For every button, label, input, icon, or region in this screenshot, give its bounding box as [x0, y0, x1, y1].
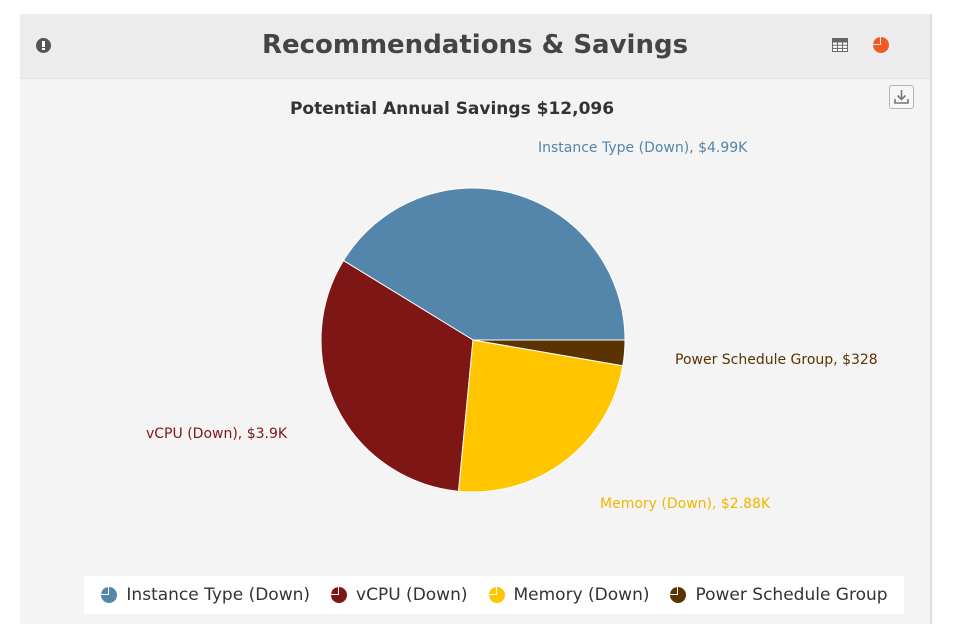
slice-data-label: Memory (Down), $2.88K — [600, 496, 771, 512]
card-title: Recommendations & Savings — [261, 30, 689, 60]
card-header: Recommendations & Savings — [20, 14, 930, 79]
slice-data-label: vCPU (Down), $3.9K — [146, 426, 288, 442]
pie-chart: Potential Annual Savings $12,096 Instanc… — [146, 99, 878, 512]
slice-data-label: Instance Type (Down), $4.99K — [538, 140, 748, 156]
legend-label: Memory (Down) — [513, 585, 650, 605]
chart-legend: Instance Type (Down) vCPU (Down) Memory (D… — [84, 576, 904, 614]
chart-title: Potential Annual Savings $12,096 — [290, 99, 614, 119]
legend-pie-icon — [670, 587, 687, 603]
legend-label: Instance Type (Down) — [126, 585, 311, 605]
legend-item[interactable]: Power Schedule Group — [669, 585, 888, 605]
legend-item[interactable]: Instance Type (Down) — [100, 585, 310, 605]
slice-data-label: Power Schedule Group, $328 — [675, 352, 878, 368]
info-icon[interactable] — [36, 38, 51, 53]
pie-slice-vcpu-down[interactable] — [320, 259, 474, 492]
pie-slice-instance-type-down[interactable] — [342, 187, 626, 341]
pie-slice-power-schedule-group[interactable] — [472, 339, 626, 367]
pie-chart-icon[interactable] — [872, 36, 890, 54]
legend-pie-icon — [101, 587, 118, 603]
legend-pie-icon — [331, 587, 348, 603]
pie-slice-memory-down[interactable] — [457, 339, 624, 493]
legend-label: vCPU (Down) — [356, 585, 468, 605]
legend-pie-icon — [488, 587, 505, 603]
legend-item[interactable]: Memory (Down) — [488, 585, 650, 605]
legend-label: Power Schedule Group — [695, 585, 888, 605]
recommendations-card: Recommendations & Savings Potential Annu… — [20, 14, 932, 624]
legend-item[interactable]: vCPU (Down) — [330, 585, 468, 605]
table-icon[interactable] — [832, 38, 848, 52]
download-icon — [894, 90, 909, 104]
download-button[interactable] — [889, 85, 914, 109]
